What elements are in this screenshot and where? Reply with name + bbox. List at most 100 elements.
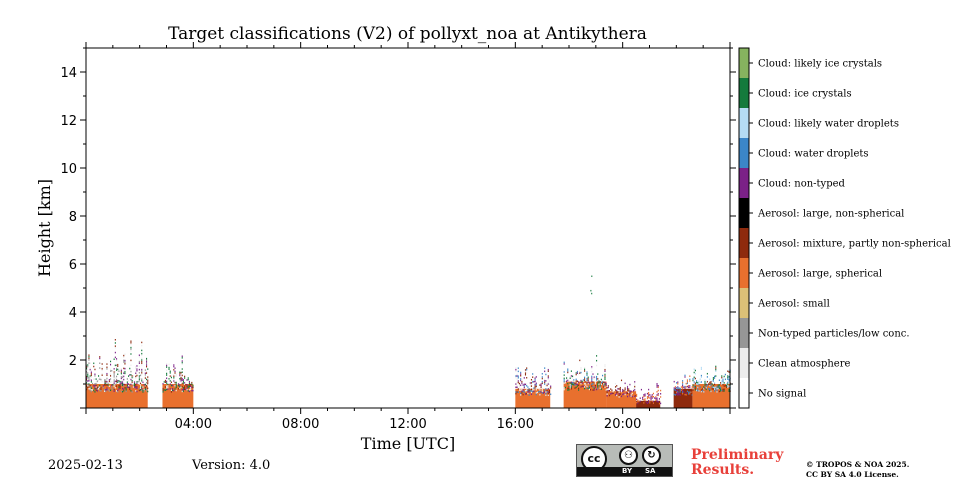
speckle-pixel <box>533 390 535 393</box>
speckle-pixel <box>167 388 169 390</box>
speckle-pixel <box>578 389 580 391</box>
speckle-pixel <box>598 380 600 382</box>
speckle-pixel <box>110 368 112 371</box>
speckle-pixel <box>146 365 148 368</box>
speckle-pixel <box>596 388 598 391</box>
speckle-pixel <box>96 382 98 384</box>
speckle-pixel <box>614 389 617 391</box>
speckle-pixel <box>591 378 593 381</box>
speckle-pixel <box>130 386 132 389</box>
speckle-pixel <box>87 373 89 376</box>
speckle-pixel <box>138 356 140 358</box>
speckle-pixel <box>617 391 619 393</box>
speckle-pixel <box>122 387 124 390</box>
speckle-pixel <box>676 390 678 392</box>
speckle-pixel <box>517 391 519 393</box>
speckle-pixel <box>138 378 140 380</box>
speckle-pixel <box>95 386 97 388</box>
speckle-pixel <box>162 391 164 393</box>
speckle-pixel <box>140 385 142 388</box>
speckle-pixel <box>634 385 636 388</box>
speckle-pixel <box>693 386 695 388</box>
speckle-pixel <box>521 379 523 381</box>
speckle-pixel <box>694 369 696 372</box>
speckle-pixel <box>573 379 575 381</box>
speckle-pixel <box>178 388 180 390</box>
speckle-pixel <box>123 390 125 392</box>
legend-entry: No signal <box>758 389 806 400</box>
elevated-layer-pixel <box>591 292 593 295</box>
speckle-pixel <box>718 387 720 389</box>
speckle-pixel <box>674 386 676 388</box>
speckle-pixel <box>131 383 133 385</box>
colorbar-swatch <box>739 258 749 288</box>
speckle-pixel <box>141 368 143 371</box>
speckle-pixel <box>597 386 599 388</box>
speckle-pixel <box>101 372 103 375</box>
speckle-pixel <box>727 370 729 372</box>
speckle-pixel <box>593 389 595 391</box>
speckle-pixel <box>689 385 691 387</box>
speckle-pixel <box>610 393 612 395</box>
speckle-pixel <box>691 386 693 388</box>
y-tick-label: 14 <box>60 66 77 81</box>
speckle-pixel <box>146 378 148 381</box>
speckle-pixel <box>130 359 132 362</box>
speckle-pixel <box>179 374 181 377</box>
speckle-pixel <box>113 384 115 386</box>
speckle-pixel <box>630 395 632 397</box>
speckle-pixel <box>106 377 108 380</box>
speckle-pixel <box>700 376 702 378</box>
speckle-pixel <box>532 390 534 393</box>
speckle-pixel <box>584 370 586 372</box>
speckle-pixel <box>716 389 718 392</box>
speckle-pixel <box>541 382 543 385</box>
speckle-pixel <box>527 386 529 388</box>
speckle-pixel <box>93 365 95 368</box>
speckle-pixel <box>597 381 599 383</box>
speckle-pixel <box>167 385 169 387</box>
speckle-pixel <box>564 381 566 384</box>
speckle-pixel <box>541 373 543 375</box>
speckle-pixel <box>605 384 607 386</box>
speckle-pixel <box>586 377 588 380</box>
speckle-pixel <box>708 388 710 390</box>
speckle-pixel <box>94 378 96 380</box>
speckle-pixel <box>122 379 124 382</box>
speckle-pixel <box>168 368 170 370</box>
speckle-pixel <box>709 381 711 384</box>
speckle-pixel <box>187 377 189 379</box>
speckle-pixel <box>626 384 629 387</box>
speckle-pixel <box>694 372 696 375</box>
speckle-pixel <box>123 383 125 386</box>
speckle-pixel <box>563 371 565 373</box>
speckle-pixel <box>604 376 606 379</box>
speckle-pixel <box>518 384 521 386</box>
speckle-pixel <box>87 364 89 366</box>
speckle-pixel <box>692 387 694 390</box>
speckle-pixel <box>727 375 729 377</box>
speckle-pixel <box>116 390 118 392</box>
speckle-pixel <box>128 380 130 382</box>
speckle-pixel <box>728 388 730 391</box>
speckle-pixel <box>166 387 168 389</box>
speckle-pixel <box>138 362 140 364</box>
speckle-pixel <box>535 393 537 396</box>
speckle-pixel <box>714 386 716 389</box>
speckle-pixel <box>608 389 611 392</box>
speckle-pixel <box>140 387 142 389</box>
speckle-pixel <box>95 389 97 392</box>
y-axis: 2 4 6 8 10 12 14 <box>60 47 736 409</box>
speckle-pixel <box>86 380 88 383</box>
speckle-pixel <box>190 387 192 389</box>
speckle-pixel <box>714 375 716 378</box>
preliminary-results-label: Preliminary Results. <box>691 447 784 478</box>
speckle-pixel <box>138 354 140 356</box>
speckle-pixel <box>693 368 695 371</box>
speckle-pixel <box>605 389 607 391</box>
speckle-pixel <box>104 380 106 383</box>
speckle-pixel <box>643 394 645 396</box>
speckle-pixel <box>179 387 181 390</box>
speckle-pixel <box>674 389 676 391</box>
speckle-pixel <box>652 402 654 404</box>
